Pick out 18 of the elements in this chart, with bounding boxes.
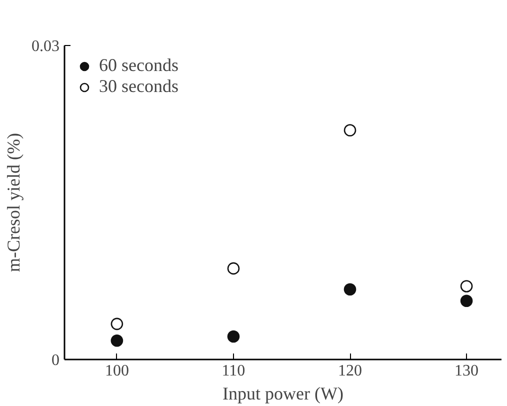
point (344, 283, 356, 296)
point (344, 124, 356, 136)
x-axis-title: Input power (W) (222, 384, 344, 404)
x-tick-label: 130 (454, 362, 479, 380)
x-tick-label: 100 (104, 362, 129, 380)
x-tick-label: 120 (338, 362, 362, 380)
point (110, 318, 124, 330)
y-tick-label: 0.03 (32, 38, 60, 55)
legend-label: 30 seconds (99, 76, 178, 97)
y-tick-label: 0 (52, 352, 60, 369)
point (227, 262, 240, 275)
point (460, 294, 473, 308)
point (227, 330, 240, 343)
legend-label: 60 seconds (99, 55, 178, 76)
y-axis-title: m-Cresol yield (%) (4, 133, 24, 272)
x-tick-label: 110 (222, 362, 246, 380)
point (460, 280, 473, 292)
point (110, 334, 124, 347)
